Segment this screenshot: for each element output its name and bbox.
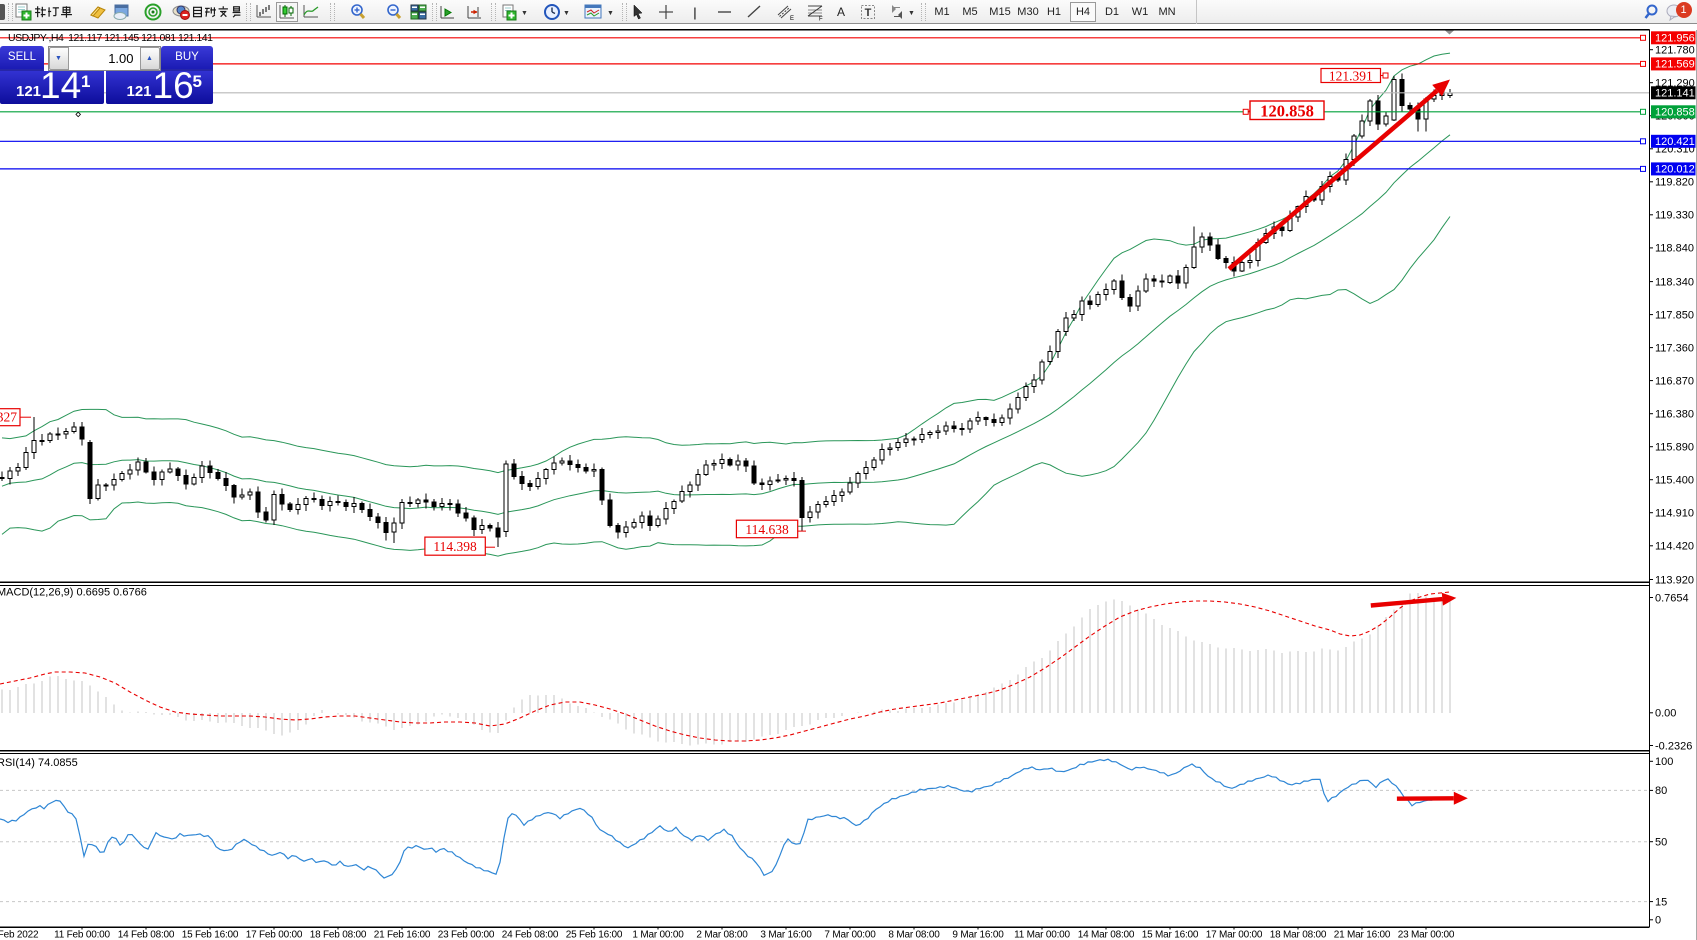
svg-text:121.141: 121.141 — [1655, 88, 1695, 100]
svg-text:T: T — [865, 7, 872, 19]
svg-text:E: E — [790, 16, 794, 21]
svg-text:21 Mar 16:00: 21 Mar 16:00 — [1334, 930, 1391, 940]
svg-text:Feb 2022: Feb 2022 — [0, 930, 39, 940]
svg-text:24 Feb 08:00: 24 Feb 08:00 — [502, 930, 559, 940]
svg-text:23 Mar 00:00: 23 Mar 00:00 — [1398, 930, 1455, 940]
svg-text:15 Mar 16:00: 15 Mar 16:00 — [1142, 930, 1199, 940]
svg-text:116.327: 116.327 — [0, 410, 17, 425]
svg-text:3 Mar 16:00: 3 Mar 16:00 — [760, 930, 812, 940]
svg-text:116.870: 116.870 — [1655, 375, 1694, 387]
svg-text:114.398: 114.398 — [433, 539, 477, 554]
svg-text:14 Mar 08:00: 14 Mar 08:00 — [1078, 930, 1135, 940]
svg-text:11 Feb 00:00: 11 Feb 00:00 — [54, 930, 110, 940]
svg-text:18 Mar 08:00: 18 Mar 08:00 — [1270, 930, 1327, 940]
svg-text:14 Feb 08:00: 14 Feb 08:00 — [118, 930, 175, 940]
svg-text:9 Mar 16:00: 9 Mar 16:00 — [952, 930, 1004, 940]
svg-text:17 Feb 00:00: 17 Feb 00:00 — [246, 930, 303, 940]
svg-text:121.780: 121.780 — [1655, 45, 1695, 57]
svg-text:120.421: 120.421 — [1655, 136, 1695, 148]
svg-text:50: 50 — [1655, 837, 1667, 849]
svg-text:F: F — [819, 17, 823, 22]
svg-text:15 Feb 16:00: 15 Feb 16:00 — [182, 930, 239, 940]
svg-text:-0.2326: -0.2326 — [1655, 740, 1692, 752]
svg-text:119.820: 119.820 — [1655, 177, 1694, 189]
svg-text:0.7654: 0.7654 — [1655, 592, 1689, 604]
svg-text:RSI(14) 74.0855: RSI(14) 74.0855 — [0, 757, 78, 769]
svg-text:121.569: 121.569 — [1655, 59, 1695, 71]
svg-text:21 Feb 16:00: 21 Feb 16:00 — [374, 930, 431, 940]
svg-text:119.330: 119.330 — [1655, 210, 1694, 222]
svg-text:15: 15 — [1655, 896, 1667, 908]
svg-text:121.956: 121.956 — [1655, 33, 1695, 45]
svg-text:USDJPY-,H4 121.117 121.145 12: USDJPY-,H4 121.117 121.145 121.081 121.1… — [8, 32, 213, 44]
svg-text:23 Feb 00:00: 23 Feb 00:00 — [438, 930, 495, 940]
svg-text:11 Mar 00:00: 11 Mar 00:00 — [1014, 930, 1070, 940]
svg-text:17 Mar 00:00: 17 Mar 00:00 — [1206, 930, 1263, 940]
svg-text:116.380: 116.380 — [1655, 409, 1694, 421]
svg-text:115.400: 115.400 — [1655, 475, 1694, 487]
svg-text:118.340: 118.340 — [1655, 276, 1694, 288]
svg-text:0.00: 0.00 — [1655, 708, 1676, 720]
svg-text:7 Mar 00:00: 7 Mar 00:00 — [824, 930, 876, 940]
svg-text:121.391: 121.391 — [1329, 68, 1373, 83]
svg-text:120.858: 120.858 — [1655, 107, 1695, 119]
svg-text:117.360: 117.360 — [1655, 342, 1694, 354]
svg-text:114.420: 114.420 — [1655, 541, 1694, 553]
svg-text:0: 0 — [1655, 915, 1661, 927]
svg-text:118.840: 118.840 — [1655, 243, 1694, 255]
svg-text:114.638: 114.638 — [745, 522, 789, 537]
svg-text:100: 100 — [1655, 756, 1673, 768]
svg-text:115.890: 115.890 — [1655, 442, 1694, 454]
svg-text:114.910: 114.910 — [1655, 508, 1694, 520]
svg-text:2 Mar 08:00: 2 Mar 08:00 — [696, 930, 748, 940]
svg-text:MACD(12,26,9) 0.6695 0.6766: MACD(12,26,9) 0.6695 0.6766 — [0, 587, 147, 599]
svg-text:120.012: 120.012 — [1655, 164, 1695, 176]
svg-text:113.920: 113.920 — [1655, 574, 1694, 586]
svg-text:117.850: 117.850 — [1655, 309, 1694, 321]
svg-text:80: 80 — [1655, 785, 1667, 797]
svg-text:18 Feb 08:00: 18 Feb 08:00 — [310, 930, 367, 940]
svg-text:25 Feb 16:00: 25 Feb 16:00 — [566, 930, 623, 940]
svg-text:8 Mar 08:00: 8 Mar 08:00 — [888, 930, 940, 940]
svg-text:1 Mar 00:00: 1 Mar 00:00 — [632, 930, 684, 940]
svg-text:120.858: 120.858 — [1260, 102, 1314, 121]
